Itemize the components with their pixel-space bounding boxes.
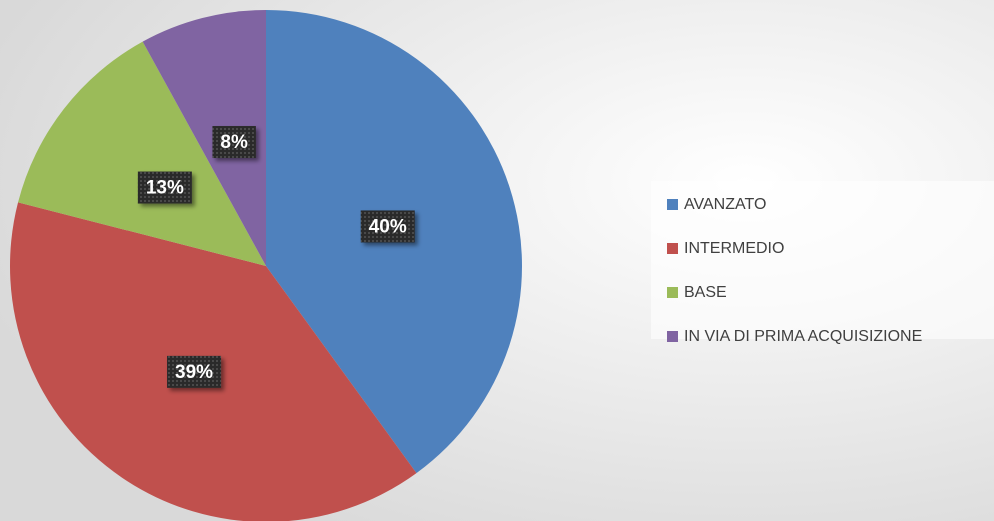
data-label-box — [212, 126, 256, 159]
legend-label: BASE — [684, 284, 727, 301]
data-label: 40% — [360, 210, 415, 243]
data-label: 8% — [212, 126, 256, 159]
legend-swatch — [667, 199, 678, 210]
data-label-box — [167, 355, 222, 388]
pie-slice — [142, 10, 266, 266]
data-label-box — [360, 210, 415, 243]
data-label-text: 8% — [220, 132, 248, 153]
data-label-text: 39% — [175, 362, 213, 383]
data-label: 13% — [137, 171, 192, 204]
legend-swatch — [667, 331, 678, 342]
legend-swatch — [667, 243, 678, 254]
pie-slice — [18, 41, 267, 266]
data-label: 39% — [167, 355, 222, 388]
legend-swatch — [667, 287, 678, 298]
legend-label: INTERMEDIO — [684, 240, 784, 257]
data-label-text: 40% — [369, 216, 407, 237]
legend-label: IN VIA DI PRIMA ACQUISIZIONE — [684, 328, 922, 345]
legend-box — [651, 181, 994, 339]
data-label-text: 13% — [146, 178, 184, 199]
data-label-box — [137, 171, 192, 204]
legend-label: AVANZATO — [684, 196, 766, 213]
